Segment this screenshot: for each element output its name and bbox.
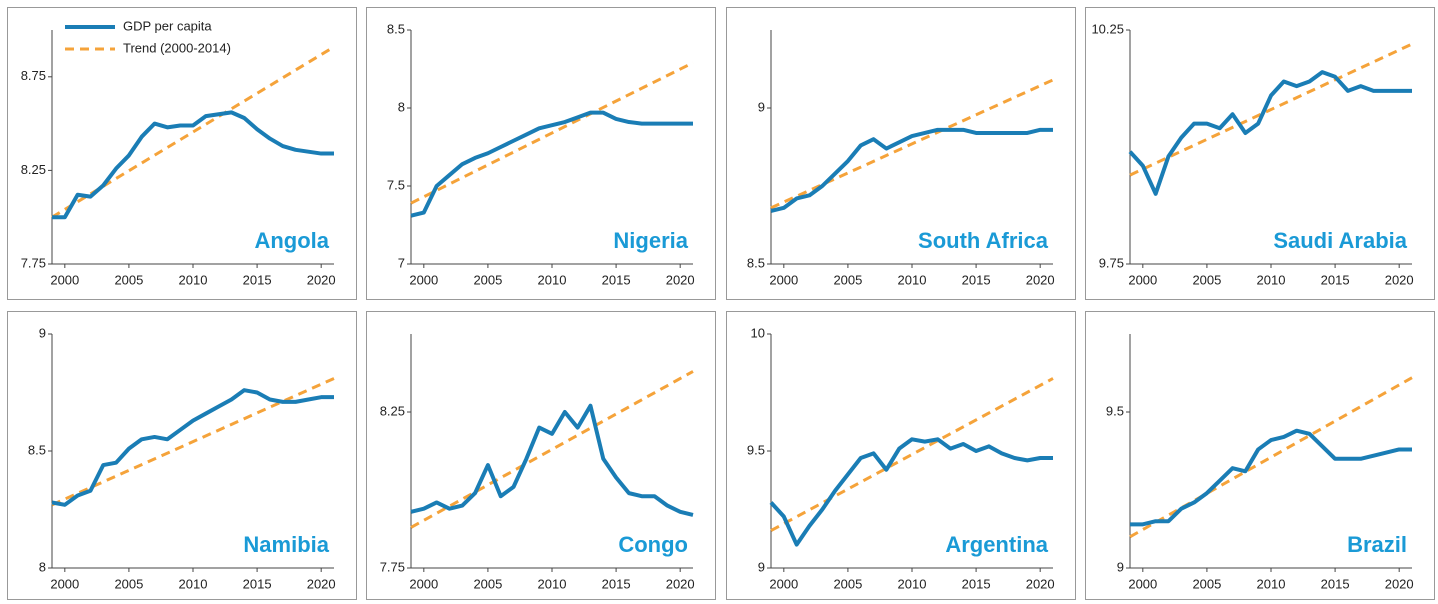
- data-line: [1128, 70, 1412, 196]
- panel: [726, 7, 1076, 300]
- x-tick-label: 2015: [1321, 272, 1350, 287]
- x-tick-label: 2000: [1128, 272, 1157, 287]
- x-tick-label: 2020: [1026, 576, 1055, 591]
- y-tick-label: 8.25: [21, 162, 46, 177]
- x-tick-label: 2015: [243, 272, 272, 287]
- y-tick-label: 8.5: [747, 255, 765, 270]
- y-tick-label: 10.25: [1091, 21, 1124, 36]
- data-line: [410, 110, 693, 218]
- chart-title: Angola: [254, 228, 329, 253]
- x-tick-label: 2020: [666, 272, 695, 287]
- y-tick-label: 9.5: [1106, 403, 1124, 418]
- x-tick-label: 2020: [666, 576, 695, 591]
- x-tick-label: 2000: [409, 576, 438, 591]
- x-tick-label: 2000: [50, 272, 79, 287]
- y-tick-label: 7.5: [387, 177, 405, 192]
- data-line: [770, 127, 1053, 213]
- x-tick-label: 2005: [833, 272, 862, 287]
- x-tick-label: 2010: [898, 576, 927, 591]
- x-tick-label: 2005: [1192, 272, 1221, 287]
- chart-title: Namibia: [243, 532, 329, 557]
- x-tick-label: 2020: [1385, 576, 1414, 591]
- trend-line: [51, 377, 335, 507]
- x-tick-label: 2020: [307, 576, 336, 591]
- panel: [366, 7, 716, 300]
- x-tick-label: 2010: [1257, 576, 1286, 591]
- trend-line: [770, 377, 1054, 532]
- panel: [7, 311, 357, 600]
- y-tick-label: 9.5: [747, 442, 765, 457]
- chart-title: South Africa: [918, 228, 1049, 253]
- x-tick-label: 2005: [473, 272, 502, 287]
- x-tick-label: 2005: [473, 576, 502, 591]
- x-tick-label: 2010: [538, 576, 567, 591]
- y-tick-label: 8: [398, 99, 405, 114]
- y-tick-label: 8.25: [380, 403, 405, 418]
- panel: [1085, 7, 1435, 300]
- x-tick-label: 2020: [1026, 272, 1055, 287]
- y-tick-label: 8.5: [28, 442, 46, 457]
- x-tick-label: 2000: [769, 272, 798, 287]
- x-tick-label: 2020: [1385, 272, 1414, 287]
- chart-title: Brazil: [1347, 532, 1407, 557]
- data-line: [410, 403, 694, 517]
- x-tick-label: 2015: [962, 576, 991, 591]
- data-line: [52, 110, 334, 220]
- legend-label: Trend (2000-2014): [123, 40, 231, 55]
- x-tick-label: 2015: [602, 272, 631, 287]
- data-line: [769, 437, 1053, 547]
- x-tick-label: 2005: [114, 272, 143, 287]
- x-tick-label: 2015: [602, 576, 631, 591]
- x-tick-label: 2010: [179, 272, 208, 287]
- x-tick-label: 2000: [409, 272, 438, 287]
- trend-line: [770, 78, 1054, 210]
- x-tick-label: 2020: [307, 272, 336, 287]
- x-tick-label: 2015: [243, 576, 272, 591]
- x-tick-label: 2005: [114, 576, 143, 591]
- y-tick-label: 7: [398, 255, 405, 270]
- trend-line: [1129, 42, 1413, 177]
- trend-line: [410, 370, 694, 529]
- panel: [7, 7, 357, 300]
- x-tick-label: 2000: [50, 576, 79, 591]
- y-tick-label: 10: [751, 325, 765, 340]
- y-tick-label: 9: [758, 559, 765, 574]
- y-tick-label: 9.75: [1099, 255, 1124, 270]
- chart-title: Argentina: [945, 532, 1048, 557]
- x-tick-label: 2015: [1321, 576, 1350, 591]
- x-tick-label: 2005: [1192, 576, 1221, 591]
- y-tick-label: 7.75: [380, 559, 405, 574]
- chart-title: Nigeria: [613, 228, 688, 253]
- data-line: [1130, 428, 1412, 527]
- x-tick-label: 2010: [1257, 272, 1286, 287]
- y-tick-label: 8.75: [21, 68, 46, 83]
- x-tick-label: 2000: [1128, 576, 1157, 591]
- y-tick-label: 9: [39, 325, 46, 340]
- y-tick-label: 9: [758, 99, 765, 114]
- data-line: [51, 388, 334, 507]
- y-tick-label: 7.75: [21, 255, 46, 270]
- y-tick-label: 8: [39, 559, 46, 574]
- x-tick-label: 2010: [898, 272, 927, 287]
- chart-title: Saudi Arabia: [1273, 228, 1407, 253]
- y-tick-label: 9: [1117, 559, 1124, 574]
- panel: [726, 311, 1076, 600]
- x-tick-label: 2005: [833, 576, 862, 591]
- panel: [366, 311, 716, 600]
- chart-title: Congo: [618, 532, 688, 557]
- legend-label: GDP per capita: [123, 18, 212, 33]
- trend-line: [410, 61, 694, 205]
- x-tick-label: 2000: [769, 576, 798, 591]
- y-tick-label: 8.5: [387, 21, 405, 36]
- trend-line: [51, 45, 335, 219]
- x-tick-label: 2010: [179, 576, 208, 591]
- x-tick-label: 2010: [538, 272, 567, 287]
- x-tick-label: 2015: [962, 272, 991, 287]
